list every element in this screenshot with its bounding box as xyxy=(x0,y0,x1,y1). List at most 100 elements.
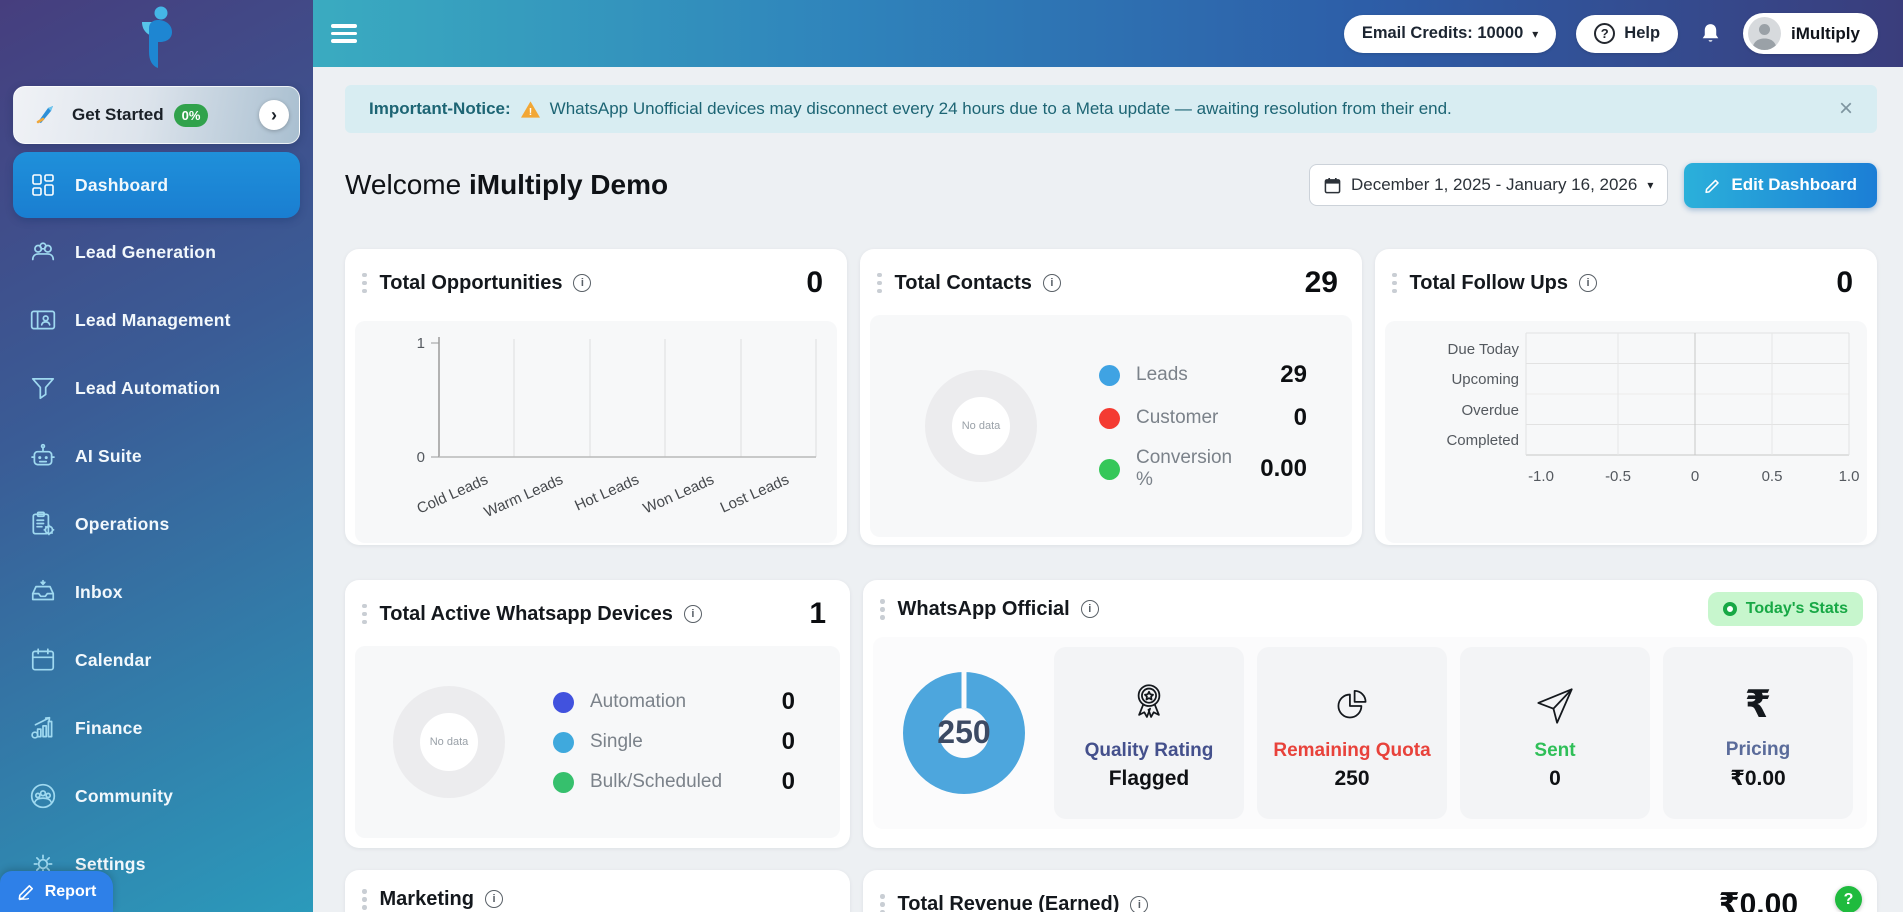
follow-ups-bar-chart: Due Today Upcoming Overdue Completed -1.… xyxy=(1391,321,1861,506)
stat-value: Flagged xyxy=(1109,767,1190,791)
pie-chart-icon xyxy=(1328,675,1376,735)
legend-value: 0.00 xyxy=(1260,455,1307,483)
avatar xyxy=(1748,17,1781,50)
marketing-card: Marketing i xyxy=(345,870,850,912)
drag-handle-icon[interactable] xyxy=(878,892,887,912)
sidebar-item-lead-generation[interactable]: Lead Generation xyxy=(0,218,313,286)
no-data-label: No data xyxy=(430,736,469,748)
svg-text:Completed: Completed xyxy=(1446,432,1519,449)
drag-handle-icon[interactable] xyxy=(1390,271,1399,296)
legend-dot xyxy=(553,732,574,753)
legend-dot xyxy=(553,772,574,793)
sidebar-item-lead-automation[interactable]: Lead Automation xyxy=(0,354,313,422)
quality-rating-tile: Quality Rating Flagged xyxy=(1054,647,1244,819)
quota-donut-chart: 250 xyxy=(903,672,1025,794)
sidebar-item-label: Inbox xyxy=(75,582,123,603)
help-bubble-button[interactable]: ? xyxy=(1835,886,1862,912)
dashboard-grid-icon xyxy=(28,170,58,200)
sidebar-item-finance[interactable]: Finance xyxy=(0,694,313,762)
todays-stats-badge: Today's Stats xyxy=(1708,592,1863,626)
chevron-right-icon[interactable]: › xyxy=(259,100,289,130)
stat-label: Pricing xyxy=(1726,739,1790,761)
info-icon[interactable]: i xyxy=(1130,896,1148,912)
whatsapp-official-card: WhatsApp Official i Today's Stats 250 xyxy=(863,580,1877,848)
bell-icon xyxy=(1698,21,1723,46)
svg-text:Warm Leads: Warm Leads xyxy=(482,471,566,521)
finance-chart-icon xyxy=(28,713,58,743)
users-icon xyxy=(28,237,58,267)
drag-handle-icon[interactable] xyxy=(875,271,884,296)
drag-handle-icon[interactable] xyxy=(360,602,369,627)
imultiply-logo-icon xyxy=(128,6,186,72)
svg-text:Lost Leads: Lost Leads xyxy=(718,471,792,516)
legend-item[interactable]: Automation 0 xyxy=(553,688,795,716)
drag-handle-icon[interactable] xyxy=(360,271,369,296)
svg-text:Overdue: Overdue xyxy=(1461,402,1519,419)
sidebar-item-label: Community xyxy=(75,786,173,807)
pricing-tile: ₹ Pricing ₹0.00 xyxy=(1663,647,1853,819)
sidebar-item-label: Lead Generation xyxy=(75,242,216,263)
no-data-donut: No data xyxy=(393,686,505,798)
opportunities-bar-chart: 1 0 Cold Leads Warm Leads Hot Leads Won … xyxy=(361,321,831,526)
legend-item[interactable]: Single 0 xyxy=(553,728,795,756)
sidebar-item-label: AI Suite xyxy=(75,446,142,467)
info-icon[interactable]: i xyxy=(485,890,503,908)
stat-value: 0 xyxy=(1549,767,1561,791)
legend-value: 0 xyxy=(782,688,795,716)
sidebar-item-community[interactable]: Community xyxy=(0,762,313,830)
info-icon[interactable]: i xyxy=(573,274,591,292)
card-title: Total Opportunities xyxy=(380,272,563,295)
sidebar-item-operations[interactable]: Operations xyxy=(0,490,313,558)
sidebar-item-calendar[interactable]: Calendar xyxy=(0,626,313,694)
drag-handle-icon[interactable] xyxy=(360,887,369,912)
sent-tile: Sent 0 xyxy=(1460,647,1650,819)
help-button[interactable]: ? Help xyxy=(1576,15,1678,53)
legend-dot xyxy=(1099,365,1120,386)
drag-handle-icon[interactable] xyxy=(878,597,887,622)
stat-label: Quality Rating xyxy=(1085,740,1214,762)
edit-dashboard-button[interactable]: Edit Dashboard xyxy=(1684,163,1877,208)
edit-dashboard-label: Edit Dashboard xyxy=(1731,175,1857,195)
legend-item[interactable]: Customer 0 xyxy=(1099,404,1307,432)
sidebar-item-inbox[interactable]: Inbox xyxy=(0,558,313,626)
close-icon[interactable]: × xyxy=(1839,97,1853,121)
notifications-button[interactable] xyxy=(1698,21,1723,46)
svg-text:Upcoming: Upcoming xyxy=(1451,371,1519,388)
remaining-quota-tile: Remaining Quota 250 xyxy=(1257,647,1447,819)
no-data-donut: No data xyxy=(925,370,1037,482)
brand-logo[interactable] xyxy=(0,0,313,72)
svg-text:-1.0: -1.0 xyxy=(1528,468,1554,485)
card-title: WhatsApp Official xyxy=(898,598,1070,621)
cards-row-2: Total Active Whatsapp Devices i 1 No dat… xyxy=(345,580,1877,848)
info-icon[interactable]: i xyxy=(1579,274,1597,292)
page-header: Welcome iMultiply Demo December 1, 2025 … xyxy=(345,159,1877,211)
whatsapp-official-body: 250 Quality Rating Flagged xyxy=(873,637,1867,829)
legend-label: Single xyxy=(590,731,643,753)
sidebar-item-label: Lead Management xyxy=(75,310,231,331)
sidebar-item-ai-suite[interactable]: AI Suite xyxy=(0,422,313,490)
date-range-picker[interactable]: December 1, 2025 - January 16, 2026 ▾ xyxy=(1309,164,1668,206)
get-started-label: Get Started xyxy=(72,105,164,125)
notice-banner: Important-Notice: ! WhatsApp Unofficial … xyxy=(345,85,1877,133)
sidebar-item-dashboard[interactable]: Dashboard xyxy=(13,152,300,218)
sidebar-item-label: Lead Automation xyxy=(75,378,220,399)
info-icon[interactable]: i xyxy=(1081,600,1099,618)
badge-label: Today's Stats xyxy=(1746,600,1848,618)
info-icon[interactable]: i xyxy=(1043,274,1061,292)
sidebar-item-lead-management[interactable]: Lead Management xyxy=(0,286,313,354)
profile-menu[interactable]: iMultiply xyxy=(1743,13,1878,54)
info-icon[interactable]: i xyxy=(684,605,702,623)
card-title: Total Revenue (Earned) xyxy=(898,893,1120,912)
card-title: Total Follow Ups xyxy=(1410,272,1569,295)
legend-item[interactable]: Bulk/Scheduled 0 xyxy=(553,768,795,796)
email-credits-dropdown[interactable]: Email Credits: 10000 ▾ xyxy=(1344,15,1556,53)
legend-item[interactable]: Conversion % 0.00 xyxy=(1099,447,1307,491)
menu-toggle-button[interactable] xyxy=(331,24,357,43)
get-started-button[interactable]: Get Started 0% › xyxy=(13,86,300,144)
question-circle-icon: ? xyxy=(1594,23,1615,44)
calendar-icon xyxy=(1324,177,1341,194)
report-button[interactable]: Report xyxy=(0,871,113,912)
header-actions: December 1, 2025 - January 16, 2026 ▾ Ed… xyxy=(1309,163,1877,208)
legend-item[interactable]: Leads 29 xyxy=(1099,361,1307,389)
sidebar-item-label: Finance xyxy=(75,718,143,739)
